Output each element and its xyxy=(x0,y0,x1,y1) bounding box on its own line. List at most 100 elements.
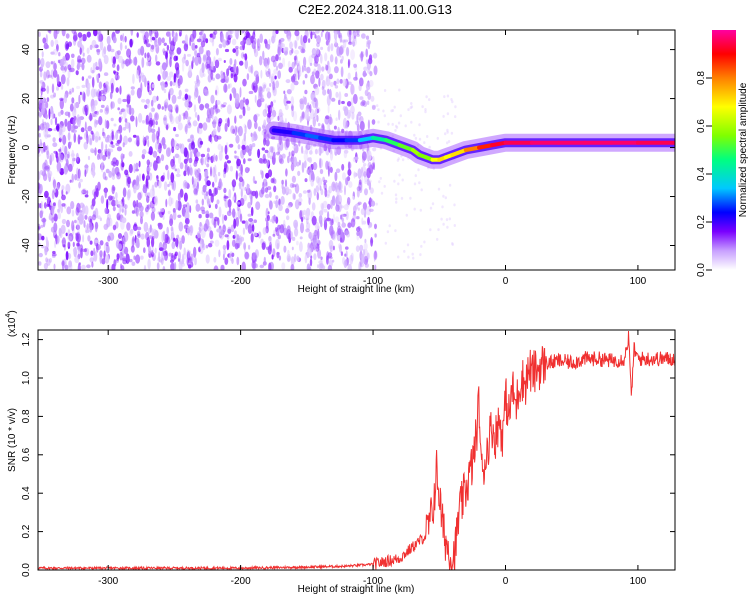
noise-speck xyxy=(280,195,285,205)
noise-speck xyxy=(151,206,156,213)
noise-speck xyxy=(103,85,108,95)
noise-speck xyxy=(170,255,176,262)
noise-speck xyxy=(174,251,178,257)
noise-speck xyxy=(75,152,79,162)
noise-speck xyxy=(233,73,238,83)
noise-speck xyxy=(277,46,281,56)
noise-speck xyxy=(139,210,144,218)
noise-speck xyxy=(209,212,214,219)
noise-speck xyxy=(332,213,335,223)
noise-speck xyxy=(143,247,146,254)
noise-speck xyxy=(235,32,239,40)
noise-speck xyxy=(323,208,328,213)
noise-speck xyxy=(41,81,46,90)
noise-speck xyxy=(335,117,338,121)
colorbar-tick-label: 0.8 xyxy=(696,71,707,85)
noise-speck xyxy=(93,100,98,106)
noise-speck xyxy=(183,170,187,177)
noise-speck xyxy=(329,166,333,173)
noise-speck xyxy=(68,232,74,242)
noise-speck xyxy=(239,60,244,66)
noise-speck xyxy=(95,120,99,125)
noise-speck xyxy=(158,251,161,262)
noise-speck xyxy=(399,114,402,118)
noise-speck xyxy=(401,158,405,162)
noise-speck xyxy=(112,224,117,231)
noise-speck xyxy=(260,187,265,195)
noise-speck xyxy=(263,38,268,45)
noise-speck xyxy=(326,203,331,210)
ridge-segment xyxy=(304,133,323,140)
noise-speck xyxy=(309,150,313,155)
noise-speck xyxy=(196,231,201,239)
noise-speck xyxy=(115,131,119,141)
noise-speck xyxy=(52,142,58,148)
noise-speck xyxy=(147,124,152,133)
noise-speck xyxy=(334,171,338,182)
noise-speck xyxy=(345,121,349,129)
noise-speck xyxy=(302,80,305,85)
noise-speck xyxy=(81,189,87,195)
noise-speck xyxy=(96,242,99,253)
noise-speck xyxy=(347,222,352,228)
noise-speck xyxy=(271,254,274,260)
noise-speck xyxy=(254,121,258,130)
noise-speck xyxy=(172,208,176,213)
noise-speck xyxy=(298,45,303,50)
noise-speck xyxy=(158,180,162,189)
noise-speck xyxy=(146,61,149,67)
noise-speck xyxy=(130,89,135,96)
noise-speck xyxy=(153,160,158,171)
noise-speck xyxy=(111,184,115,195)
noise-speck xyxy=(170,138,175,149)
noise-speck xyxy=(253,219,257,223)
noise-speck xyxy=(90,130,94,135)
noise-speck xyxy=(167,190,171,197)
noise-speck xyxy=(300,48,306,54)
noise-speck xyxy=(41,118,45,129)
ridge-segment xyxy=(318,135,336,143)
noise-speck xyxy=(340,214,343,220)
noise-speck xyxy=(278,204,283,212)
x-tick-label: -200 xyxy=(231,276,251,287)
noise-speck xyxy=(316,192,319,201)
noise-speck xyxy=(334,66,339,74)
noise-speck xyxy=(51,110,55,120)
noise-speck xyxy=(94,147,97,156)
noise-speck xyxy=(156,95,159,102)
noise-speck xyxy=(212,31,216,40)
noise-speck xyxy=(226,68,230,77)
noise-speck xyxy=(81,84,86,88)
noise-speck xyxy=(353,35,356,39)
noise-speck xyxy=(184,125,188,133)
noise-speck xyxy=(304,73,308,79)
noise-speck xyxy=(325,115,330,120)
noise-speck xyxy=(196,74,200,84)
noise-speck xyxy=(278,198,281,207)
noise-speck xyxy=(283,96,288,107)
noise-speck xyxy=(424,108,427,111)
noise-speck xyxy=(425,95,428,99)
noise-speck xyxy=(300,34,303,46)
noise-speck xyxy=(395,197,398,201)
noise-speck xyxy=(146,204,151,210)
noise-speck xyxy=(157,103,162,110)
noise-speck xyxy=(326,217,331,222)
noise-speck xyxy=(351,97,354,107)
noise-speck xyxy=(338,109,341,121)
noise-speck xyxy=(43,262,49,270)
noise-speck xyxy=(429,228,432,232)
noise-speck xyxy=(311,48,317,56)
colorbar-tick-label: 0.4 xyxy=(696,167,707,181)
noise-speck xyxy=(161,37,165,44)
noise-speck xyxy=(352,93,358,105)
noise-speck xyxy=(315,176,320,184)
noise-speck xyxy=(90,148,95,154)
noise-speck xyxy=(57,111,62,117)
noise-speck xyxy=(410,120,413,124)
noise-speck xyxy=(154,181,158,188)
noise-speck xyxy=(164,233,169,244)
noise-speck xyxy=(206,63,211,69)
noise-speck xyxy=(113,70,116,74)
noise-speck xyxy=(291,184,297,188)
